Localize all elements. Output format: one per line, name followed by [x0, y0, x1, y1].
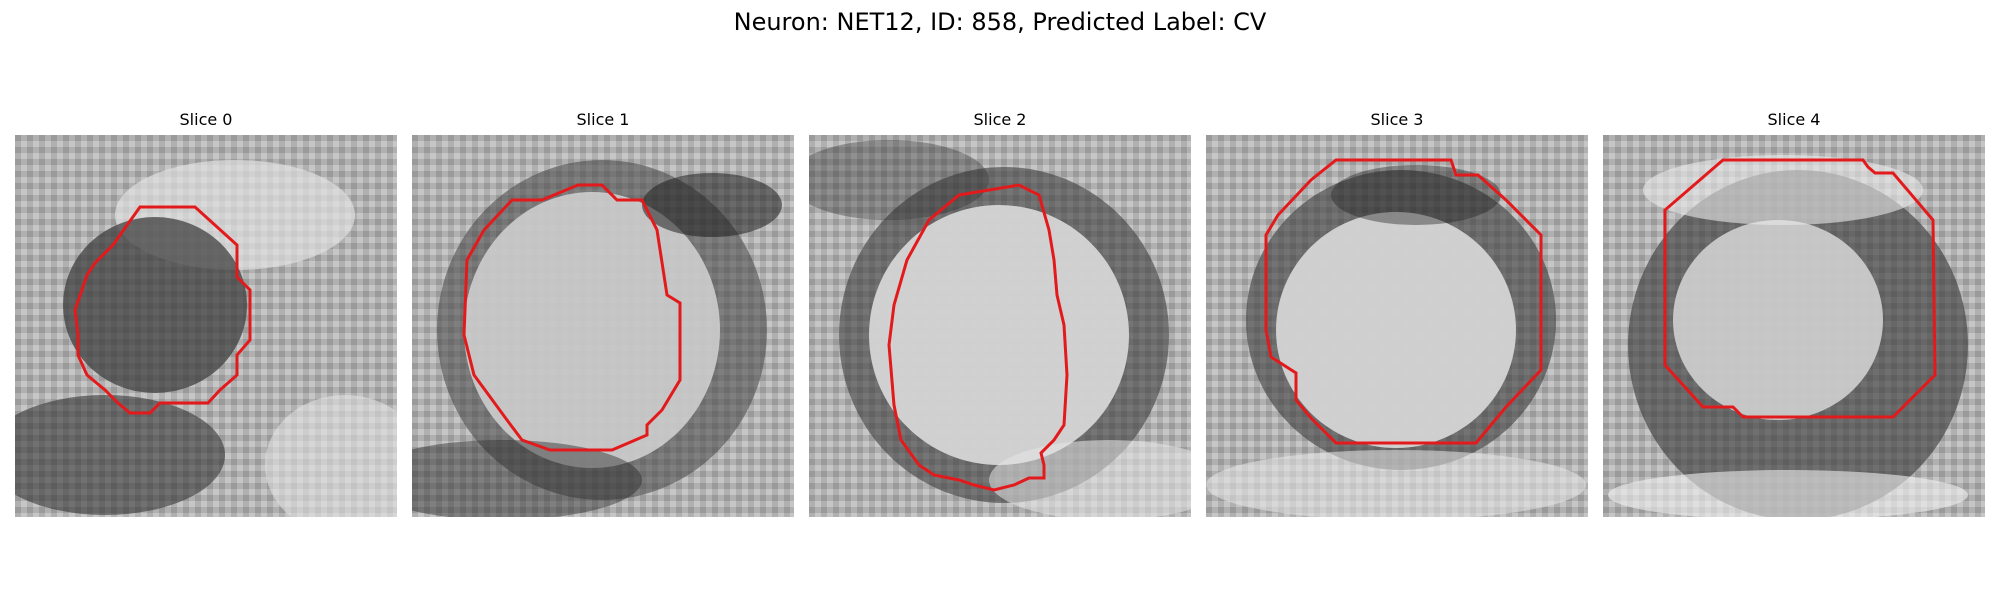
contour-4: [1663, 158, 1937, 419]
slice-panel-4: [1603, 135, 1985, 517]
slice-image-0: [15, 135, 397, 517]
contour-1: [462, 183, 682, 452]
slice-image-3: [1206, 135, 1588, 517]
slice-title-1: Slice 1: [576, 110, 630, 129]
figure-title: Neuron: NET12, ID: 858, Predicted Label:…: [733, 8, 1267, 36]
slice-panel-3: [1206, 135, 1588, 517]
slice-title-3: Slice 3: [1370, 110, 1424, 129]
slice-panel-0: [15, 135, 397, 517]
contour-0: [73, 205, 252, 415]
slice-image-2: [809, 135, 1191, 517]
contour-2: [887, 183, 1069, 492]
contour-3: [1264, 158, 1543, 445]
slice-image-1: [412, 135, 794, 517]
slice-image-4: [1603, 135, 1985, 517]
slice-panel-2: [809, 135, 1191, 517]
slice-title-2: Slice 2: [973, 110, 1027, 129]
slice-title-0: Slice 0: [179, 110, 233, 129]
slice-title-4: Slice 4: [1767, 110, 1821, 129]
slice-panel-1: [412, 135, 794, 517]
